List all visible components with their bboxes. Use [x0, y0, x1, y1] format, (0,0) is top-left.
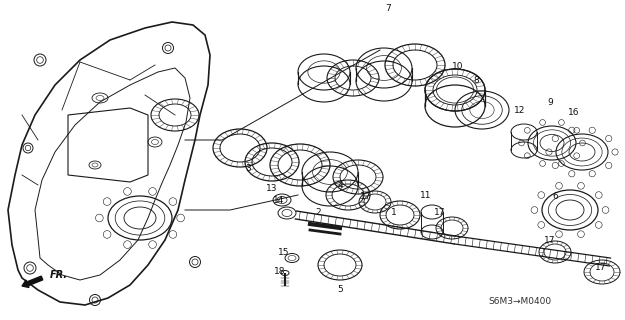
Text: 17: 17 [434, 207, 446, 217]
Text: 16: 16 [568, 108, 580, 116]
Text: 15: 15 [278, 247, 290, 257]
Text: 18: 18 [274, 268, 286, 276]
FancyArrow shape [22, 276, 42, 287]
Text: 12: 12 [514, 106, 526, 115]
Text: 17: 17 [544, 236, 556, 244]
Text: FR.: FR. [50, 270, 68, 280]
Text: 1: 1 [391, 207, 397, 217]
Text: 8: 8 [473, 76, 479, 84]
Text: 5: 5 [337, 285, 343, 294]
Text: 10: 10 [452, 61, 464, 70]
Text: 11: 11 [420, 190, 432, 199]
Text: 14: 14 [273, 196, 284, 204]
Text: 13: 13 [266, 183, 278, 193]
Text: 17: 17 [595, 263, 607, 273]
Text: 6: 6 [552, 191, 558, 201]
Text: 3: 3 [245, 164, 251, 172]
Text: 9: 9 [547, 98, 553, 107]
Text: 4: 4 [338, 180, 342, 189]
Text: 7: 7 [385, 4, 391, 12]
Text: 2: 2 [315, 207, 321, 217]
Text: S6M3→M0400: S6M3→M0400 [488, 298, 551, 307]
Text: 17: 17 [360, 191, 372, 201]
